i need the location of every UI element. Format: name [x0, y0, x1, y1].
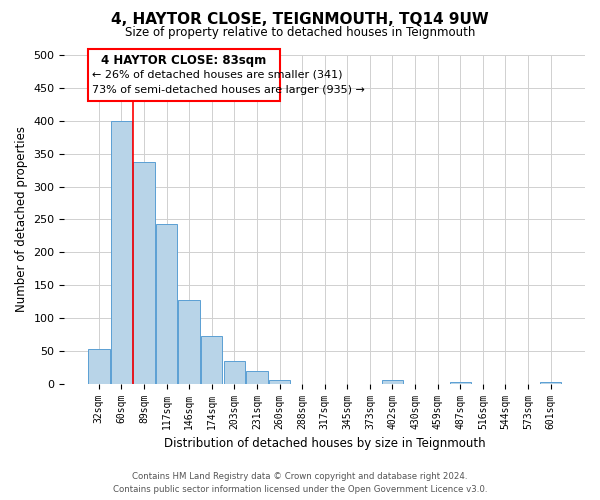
Bar — [133, 162, 155, 384]
Bar — [269, 380, 290, 384]
Text: Size of property relative to detached houses in Teignmouth: Size of property relative to detached ho… — [125, 26, 475, 39]
Text: ← 26% of detached houses are smaller (341): ← 26% of detached houses are smaller (34… — [92, 70, 343, 80]
Bar — [156, 224, 177, 384]
Text: Contains HM Land Registry data © Crown copyright and database right 2024.
Contai: Contains HM Land Registry data © Crown c… — [113, 472, 487, 494]
Bar — [224, 362, 245, 384]
Y-axis label: Number of detached properties: Number of detached properties — [15, 126, 28, 312]
Bar — [540, 382, 562, 384]
Text: 73% of semi-detached houses are larger (935) →: 73% of semi-detached houses are larger (… — [92, 85, 365, 95]
Text: 4 HAYTOR CLOSE: 83sqm: 4 HAYTOR CLOSE: 83sqm — [101, 54, 266, 67]
Bar — [449, 382, 471, 384]
Bar — [382, 380, 403, 384]
Bar — [178, 300, 200, 384]
FancyBboxPatch shape — [88, 48, 280, 101]
X-axis label: Distribution of detached houses by size in Teignmouth: Distribution of detached houses by size … — [164, 437, 485, 450]
Bar — [246, 371, 268, 384]
Bar — [110, 121, 132, 384]
Text: 4, HAYTOR CLOSE, TEIGNMOUTH, TQ14 9UW: 4, HAYTOR CLOSE, TEIGNMOUTH, TQ14 9UW — [111, 12, 489, 28]
Bar — [88, 349, 110, 384]
Bar — [201, 336, 223, 384]
